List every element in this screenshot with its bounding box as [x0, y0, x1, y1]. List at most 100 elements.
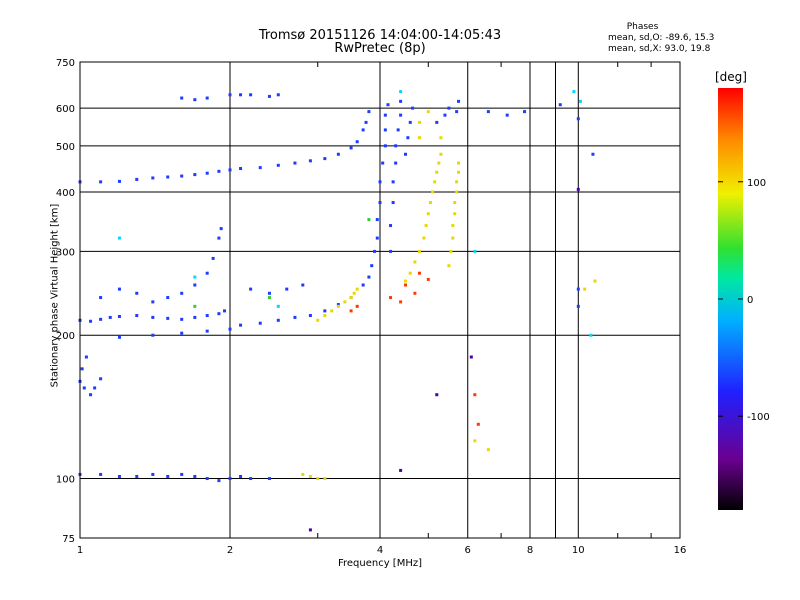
data-point-o: [135, 314, 139, 318]
data-point-o: [576, 304, 580, 308]
data-point-cyan: [276, 304, 280, 308]
data-point-cyan: [117, 236, 121, 240]
data-point-o: [375, 218, 379, 222]
data-point-o: [180, 174, 184, 178]
data-point-o: [293, 315, 297, 319]
x-tick-label: 4: [377, 545, 383, 556]
data-point-o: [180, 291, 184, 295]
colorbar-tick-label: 100: [747, 178, 766, 189]
data-point-o: [276, 318, 280, 322]
data-point-dark: [308, 528, 312, 532]
data-point-green: [267, 296, 271, 300]
data-point-o: [151, 472, 155, 476]
x-axis-label: Frequency [MHz]: [337, 558, 423, 569]
data-point-o: [99, 472, 103, 476]
data-point-o: [591, 152, 595, 156]
data-point-x: [352, 291, 356, 295]
data-point-o: [378, 180, 382, 184]
colorbar-tick-label: -100: [747, 412, 770, 423]
data-point-x: [301, 472, 305, 476]
data-point-o: [576, 287, 580, 291]
data-point-o: [117, 287, 121, 291]
data-point-o: [267, 94, 271, 98]
data-point-x: [336, 304, 340, 308]
data-point-o: [391, 180, 395, 184]
data-point-o: [406, 136, 410, 140]
data-point-o: [117, 335, 121, 339]
data-point-x: [316, 477, 320, 481]
data-point-o: [108, 315, 112, 319]
data-point-x: [417, 136, 421, 140]
data-point-o: [151, 176, 155, 180]
data-point-o: [367, 110, 371, 114]
y-tick-label: 750: [56, 58, 75, 69]
data-point-o: [394, 161, 398, 165]
data-point-o: [217, 479, 221, 483]
data-point-o: [193, 173, 197, 177]
data-point-x-red: [349, 309, 353, 313]
data-point-o: [308, 159, 312, 163]
data-point-x-red: [403, 283, 407, 287]
data-point-x: [447, 264, 451, 268]
data-point-x-red: [399, 300, 403, 304]
data-point-x-red: [473, 393, 477, 397]
data-point-o: [249, 477, 253, 481]
data-point-x: [316, 318, 320, 322]
data-point-x: [424, 224, 428, 228]
data-point-o: [166, 175, 170, 179]
data-point-x: [439, 136, 443, 140]
data-point-x: [413, 260, 417, 264]
data-point-o: [258, 166, 262, 170]
data-point-o: [151, 315, 155, 319]
data-point-o: [323, 309, 327, 313]
data-point-x: [451, 236, 455, 240]
data-point-o: [180, 331, 184, 335]
data-point-o: [180, 317, 184, 321]
y-tick-label: 500: [56, 142, 75, 153]
data-point-o: [223, 309, 227, 313]
y-tick-label: 200: [56, 331, 75, 342]
x-tick-label: 1: [77, 545, 83, 556]
data-point-o: [205, 477, 209, 481]
data-point-o: [383, 113, 387, 117]
data-point-o: [308, 314, 312, 318]
data-point-green: [367, 218, 371, 222]
data-point-o: [249, 287, 253, 291]
data-point-x: [437, 161, 441, 165]
data-point-o: [267, 477, 271, 481]
y-tick-label: 300: [56, 247, 75, 258]
y-tick-label: 600: [56, 104, 75, 115]
data-point-o: [239, 93, 243, 97]
data-point-o: [394, 144, 398, 148]
data-point-o: [205, 271, 209, 275]
data-point-o: [117, 474, 121, 478]
data-point-x: [439, 152, 443, 156]
y-tick-label: 100: [56, 475, 75, 486]
x-tick-label: 10: [572, 545, 585, 556]
y-tick-label: 400: [56, 188, 75, 199]
data-point-x: [355, 287, 359, 291]
data-point-o: [211, 256, 215, 260]
data-point-o: [455, 110, 459, 114]
data-point-cyan: [473, 249, 477, 253]
y-tick-label: 75: [62, 534, 75, 545]
data-point-o: [99, 296, 103, 300]
data-point-o: [205, 171, 209, 175]
data-point-o: [205, 96, 209, 100]
data-point-o: [408, 120, 412, 124]
data-point-o: [99, 377, 103, 381]
data-point-x: [428, 201, 432, 205]
data-point-o: [228, 477, 232, 481]
data-point-o: [399, 99, 403, 103]
data-point-x: [422, 236, 426, 240]
data-point-o: [364, 120, 368, 124]
data-point-o: [217, 236, 221, 240]
data-point-x-red: [355, 304, 359, 308]
data-point-o: [99, 180, 103, 184]
data-point-o: [391, 201, 395, 205]
data-point-x: [426, 110, 430, 114]
data-point-o: [411, 106, 415, 110]
chart-title: Tromsø 20151126 14:04:00-14:05:43: [258, 28, 502, 43]
data-point-x-red: [426, 277, 430, 281]
